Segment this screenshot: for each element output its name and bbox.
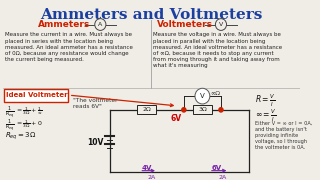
- Text: V: V: [219, 22, 223, 27]
- Text: Ammeters: Ammeters: [38, 20, 91, 29]
- Text: ∞Ω: ∞Ω: [211, 91, 221, 96]
- Text: 4V: 4V: [141, 165, 152, 171]
- Circle shape: [195, 88, 210, 104]
- Circle shape: [215, 19, 227, 30]
- Bar: [193, 105, 212, 114]
- Text: Ideal Voltmeter: Ideal Voltmeter: [5, 92, 67, 98]
- Text: $\frac{1}{R_{eq}}$: $\frac{1}{R_{eq}}$: [5, 105, 15, 122]
- Text: 2A: 2A: [219, 175, 227, 180]
- Text: $R = \frac{V}{I}$: $R = \frac{V}{I}$: [255, 93, 276, 109]
- Text: Ammeters and Voltmeters: Ammeters and Voltmeters: [40, 8, 262, 22]
- Text: 2Ω: 2Ω: [142, 107, 151, 112]
- Text: 3Ω: 3Ω: [198, 107, 207, 112]
- Text: Voltmeters: Voltmeters: [157, 20, 213, 29]
- Bar: [138, 105, 156, 114]
- Text: V: V: [200, 93, 205, 99]
- Text: $R_{eq} = 3\Omega$: $R_{eq} = 3\Omega$: [5, 130, 36, 142]
- FancyBboxPatch shape: [4, 89, 68, 102]
- Circle shape: [182, 108, 186, 112]
- Text: $\frac{1}{R_{eq}}$: $\frac{1}{R_{eq}}$: [5, 118, 15, 134]
- Circle shape: [219, 108, 223, 112]
- Text: $= \frac{1}{3\Omega} + \frac{1}{\infty}$: $= \frac{1}{3\Omega} + \frac{1}{\infty}$: [15, 105, 43, 117]
- Circle shape: [95, 19, 106, 30]
- Text: 6V: 6V: [171, 114, 182, 123]
- Text: 10V: 10V: [87, 138, 103, 147]
- Text: Either V = ∞ or I = 0A,
and the battery isn't
providing infinite
voltage, so I t: Either V = ∞ or I = 0A, and the battery …: [255, 121, 313, 150]
- Text: $= \frac{1}{3\Omega} + 0$: $= \frac{1}{3\Omega} + 0$: [15, 118, 43, 130]
- Text: $\infty = \frac{V}{I}$: $\infty = \frac{V}{I}$: [255, 108, 277, 124]
- Text: Measure the current in a wire. Must always be
placed in series with the location: Measure the current in a wire. Must alwa…: [5, 32, 133, 62]
- Text: Measure the voltage in a wire. Must always be
placed in parallel with the locati: Measure the voltage in a wire. Must alwa…: [153, 32, 282, 68]
- Text: A: A: [98, 22, 102, 27]
- Text: "The voltmeter
reads 6V": "The voltmeter reads 6V": [73, 98, 117, 109]
- Text: 6V: 6V: [211, 165, 221, 171]
- Text: 2A: 2A: [147, 175, 156, 180]
